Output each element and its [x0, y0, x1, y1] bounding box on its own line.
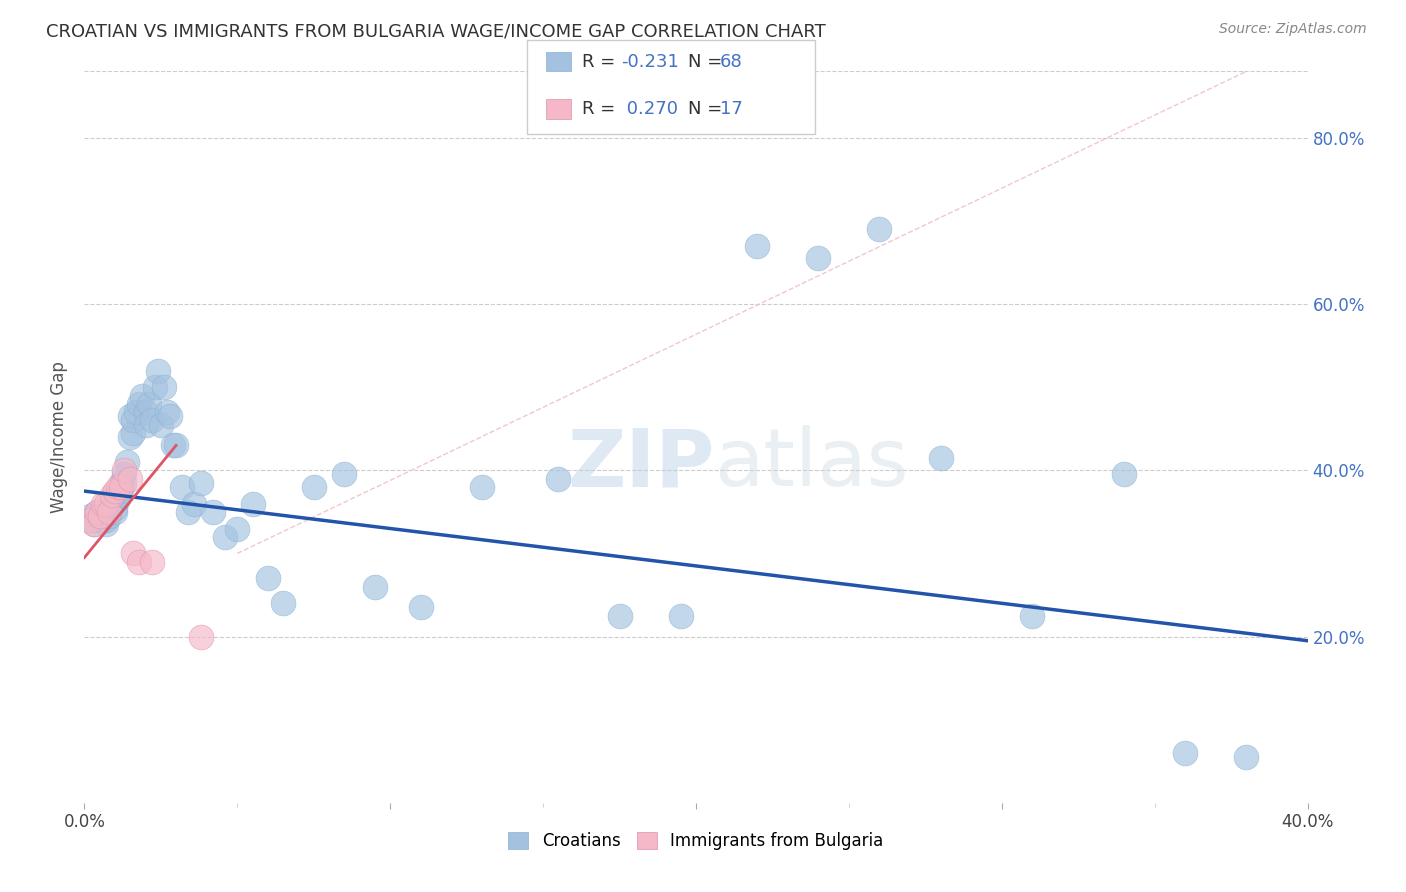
Croatians [83, 517, 105, 532]
Croatians [162, 438, 184, 452]
Immigrants from Bulgaria [107, 480, 129, 494]
Immigrants from Bulgaria [120, 472, 142, 486]
Text: ZIP: ZIP [567, 425, 714, 503]
Croatians [807, 252, 830, 266]
Text: 0.270: 0.270 [621, 100, 679, 118]
Croatians [125, 405, 148, 419]
Croatians [165, 438, 187, 452]
Croatians [149, 417, 172, 432]
Croatians [609, 608, 631, 623]
Croatians [929, 450, 952, 465]
Croatians [146, 363, 169, 377]
Croatians [747, 239, 769, 253]
Croatians [122, 413, 145, 427]
Croatians [94, 513, 117, 527]
Immigrants from Bulgaria [104, 484, 127, 499]
Immigrants from Bulgaria [97, 505, 120, 519]
Croatians [112, 475, 135, 490]
Croatians [135, 417, 157, 432]
Text: Source: ZipAtlas.com: Source: ZipAtlas.com [1219, 22, 1367, 37]
Croatians [1021, 608, 1043, 623]
Text: 68: 68 [720, 53, 742, 70]
Text: CROATIAN VS IMMIGRANTS FROM BULGARIA WAGE/INCOME GAP CORRELATION CHART: CROATIAN VS IMMIGRANTS FROM BULGARIA WAG… [46, 22, 827, 40]
Croatians [156, 405, 179, 419]
Legend: Croatians, Immigrants from Bulgaria: Croatians, Immigrants from Bulgaria [502, 825, 890, 856]
Croatians [1114, 467, 1136, 482]
Croatians [1236, 750, 1258, 764]
Croatians [91, 513, 114, 527]
Croatians [91, 509, 114, 524]
Immigrants from Bulgaria [128, 555, 150, 569]
Immigrants from Bulgaria [141, 555, 163, 569]
Croatians [112, 467, 135, 482]
Croatians [271, 596, 294, 610]
Croatians [172, 480, 194, 494]
Croatians [183, 497, 205, 511]
Text: 17: 17 [720, 100, 742, 118]
Croatians [869, 222, 891, 236]
Croatians [131, 388, 153, 402]
Croatians [107, 488, 129, 502]
Croatians [153, 380, 176, 394]
Croatians [101, 497, 124, 511]
Croatians [302, 480, 325, 494]
Immigrants from Bulgaria [101, 488, 124, 502]
Croatians [257, 571, 280, 585]
Immigrants from Bulgaria [94, 497, 117, 511]
Immigrants from Bulgaria [91, 497, 114, 511]
Croatians [214, 530, 236, 544]
Croatians [110, 484, 132, 499]
Croatians [135, 405, 157, 419]
Croatians [89, 513, 111, 527]
Immigrants from Bulgaria [89, 509, 111, 524]
Croatians [138, 397, 160, 411]
Immigrants from Bulgaria [83, 517, 105, 532]
Text: R =: R = [582, 100, 621, 118]
Y-axis label: Wage/Income Gap: Wage/Income Gap [51, 361, 69, 513]
Croatians [226, 521, 249, 535]
Croatians [79, 509, 101, 524]
Immigrants from Bulgaria [110, 480, 132, 494]
Croatians [97, 509, 120, 524]
Croatians [128, 397, 150, 411]
Croatians [97, 505, 120, 519]
Croatians [101, 492, 124, 507]
Croatians [669, 608, 692, 623]
Croatians [120, 409, 142, 424]
Text: -0.231: -0.231 [621, 53, 679, 70]
Immigrants from Bulgaria [112, 463, 135, 477]
Croatians [242, 497, 264, 511]
Croatians [83, 513, 105, 527]
Croatians [471, 480, 494, 494]
Croatians [104, 500, 127, 515]
Croatians [104, 505, 127, 519]
Croatians [107, 492, 129, 507]
Croatians [333, 467, 356, 482]
Immigrants from Bulgaria [86, 505, 108, 519]
Croatians [364, 580, 387, 594]
Croatians [143, 380, 166, 394]
Immigrants from Bulgaria [122, 546, 145, 560]
Croatians [122, 425, 145, 440]
Text: atlas: atlas [714, 425, 908, 503]
Croatians [201, 505, 224, 519]
Text: N =: N = [688, 100, 727, 118]
Croatians [120, 430, 142, 444]
Croatians [159, 409, 181, 424]
Croatians [190, 475, 212, 490]
Immigrants from Bulgaria [79, 513, 101, 527]
Croatians [409, 600, 432, 615]
Croatians [89, 509, 111, 524]
Croatians [86, 505, 108, 519]
Croatians [177, 505, 200, 519]
Text: N =: N = [688, 53, 727, 70]
Croatians [110, 475, 132, 490]
Text: R =: R = [582, 53, 621, 70]
Croatians [115, 455, 138, 469]
Immigrants from Bulgaria [190, 630, 212, 644]
Croatians [94, 517, 117, 532]
Croatians [547, 472, 569, 486]
Croatians [141, 413, 163, 427]
Croatians [1174, 746, 1197, 760]
